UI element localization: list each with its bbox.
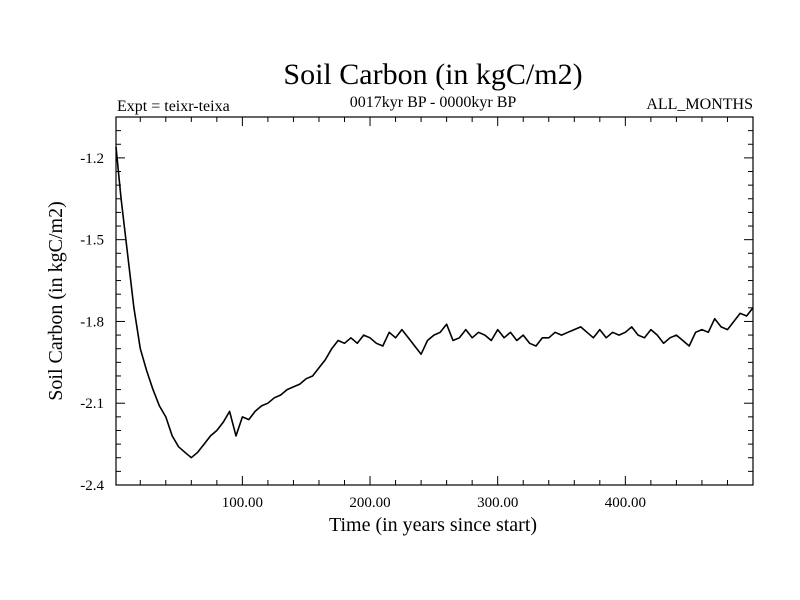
subtitle-left: Expt = teixr-teixa — [117, 98, 230, 115]
y-tick-label: -1.2 — [80, 151, 104, 167]
x-axis-label: Time (in years since start) — [329, 514, 537, 536]
subtitle-center: 0017kyr BP - 0000kyr BP — [350, 94, 517, 111]
subtitle-right: ALL_MONTHS — [646, 96, 753, 113]
y-tick-label: -1.5 — [80, 233, 104, 249]
chart-title: Soil Carbon (in kgC/m2) — [283, 58, 582, 91]
x-tick-label: 100.00 — [222, 495, 263, 511]
y-axis-label: Soil Carbon (in kgC/m2) — [45, 201, 67, 400]
series-line — [115, 146, 754, 459]
y-tick-label: -2.1 — [80, 396, 104, 412]
x-tick-label: 200.00 — [349, 495, 390, 511]
x-tick-label: 300.00 — [477, 495, 518, 511]
y-tick-label: -1.8 — [80, 314, 104, 330]
x-tick-label: 400.00 — [605, 495, 646, 511]
axis-ticks — [116, 117, 753, 486]
y-tick-label: -2.4 — [80, 478, 104, 494]
plot-frame — [115, 116, 754, 486]
axis-tick-labels: 100.00 200.00 300.00 400.00 -1.2 -1.5 -1.8 -2.1… — [80, 151, 646, 511]
